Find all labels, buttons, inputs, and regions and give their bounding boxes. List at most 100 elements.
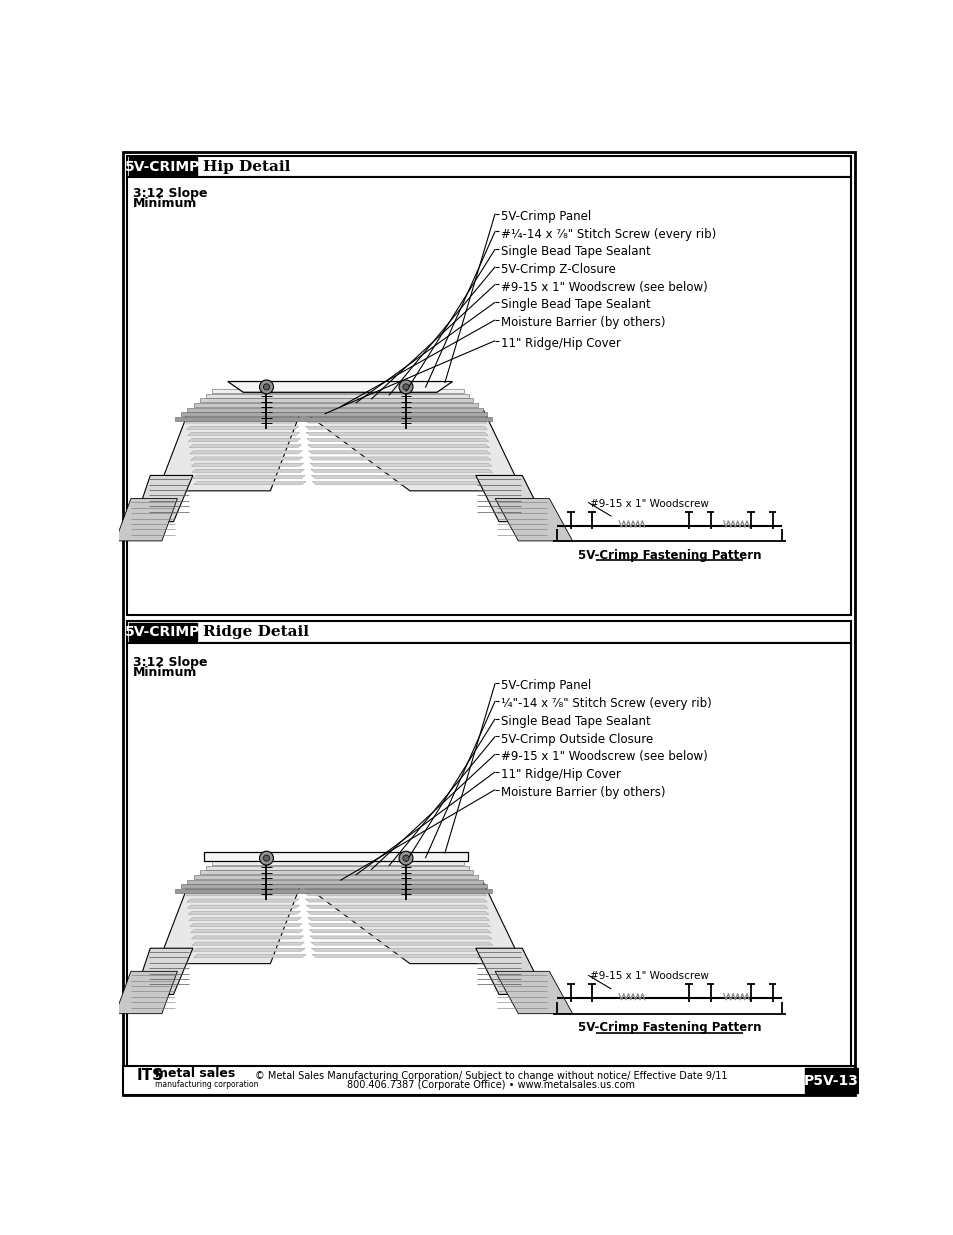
Polygon shape [206, 866, 468, 869]
Polygon shape [188, 911, 300, 914]
Polygon shape [199, 871, 473, 874]
Polygon shape [181, 884, 487, 888]
Polygon shape [312, 955, 494, 957]
Polygon shape [206, 394, 468, 398]
Polygon shape [307, 445, 489, 448]
Text: Minimum: Minimum [133, 198, 197, 210]
Circle shape [398, 851, 413, 864]
Bar [127, 642, 850, 1072]
Polygon shape [304, 420, 486, 424]
Polygon shape [312, 482, 494, 484]
Polygon shape [193, 403, 477, 406]
Polygon shape [306, 905, 488, 908]
Polygon shape [303, 414, 485, 417]
Polygon shape [115, 972, 177, 1014]
Polygon shape [193, 475, 305, 478]
Polygon shape [307, 438, 488, 442]
Polygon shape [495, 972, 572, 1014]
Text: #¹⁄₄-14 x ⁷⁄₈" Stitch Screw (every rib): #¹⁄₄-14 x ⁷⁄₈" Stitch Screw (every rib) [500, 227, 715, 241]
Polygon shape [186, 893, 298, 895]
Polygon shape [193, 955, 306, 957]
Polygon shape [187, 879, 482, 883]
Circle shape [259, 851, 274, 864]
Text: metal sales: metal sales [154, 1067, 234, 1081]
Polygon shape [311, 948, 493, 951]
Text: 3:12 Slope: 3:12 Slope [133, 186, 208, 200]
Bar [127, 178, 850, 615]
Text: 5V-CRIMP: 5V-CRIMP [125, 625, 200, 638]
Polygon shape [307, 911, 488, 914]
Polygon shape [187, 426, 298, 430]
Text: 800.406.7387 (Corporate Office) • www.metalsales.us.com: 800.406.7387 (Corporate Office) • www.me… [347, 1081, 635, 1091]
Text: 3:12 Slope: 3:12 Slope [133, 656, 208, 668]
Polygon shape [212, 861, 464, 864]
Polygon shape [311, 475, 493, 478]
Bar [127, 621, 850, 642]
Polygon shape [301, 883, 521, 963]
Polygon shape [199, 399, 473, 403]
Text: 5V-CRIMP: 5V-CRIMP [125, 159, 200, 174]
Text: © Metal Sales Manufacturing Corporation/ Subject to change without notice/ Effec: © Metal Sales Manufacturing Corporation/… [254, 1071, 727, 1081]
Polygon shape [185, 414, 297, 417]
Polygon shape [495, 499, 572, 541]
Polygon shape [187, 899, 298, 902]
Text: 5V-Crimp Panel: 5V-Crimp Panel [500, 679, 590, 693]
Circle shape [402, 384, 409, 390]
Text: Single Bead Tape Sealant: Single Bead Tape Sealant [500, 715, 650, 727]
Polygon shape [311, 469, 493, 472]
Bar [123, 1066, 854, 1095]
Text: 5V-Crimp Z-Closure: 5V-Crimp Z-Closure [500, 263, 615, 275]
Text: Ridge Detail: Ridge Detail [203, 625, 309, 638]
Polygon shape [305, 426, 487, 430]
Text: 5V-Crimp Fastening Pattern: 5V-Crimp Fastening Pattern [578, 1021, 760, 1035]
Text: ITS: ITS [136, 1068, 163, 1083]
Polygon shape [303, 887, 485, 889]
Polygon shape [308, 924, 490, 926]
Text: #9-15 x 1" Woodscrew: #9-15 x 1" Woodscrew [589, 499, 708, 509]
Polygon shape [186, 420, 298, 424]
Polygon shape [476, 948, 545, 994]
Bar [129, 157, 196, 175]
Text: 5V-Crimp Fastening Pattern: 5V-Crimp Fastening Pattern [578, 548, 760, 562]
Polygon shape [188, 438, 300, 442]
Polygon shape [311, 942, 493, 945]
Polygon shape [174, 889, 492, 893]
Circle shape [402, 855, 409, 861]
Text: 5V-Crimp Outside Closure: 5V-Crimp Outside Closure [500, 732, 652, 746]
Text: ¹⁄₄"-14 x ⁷⁄₈" Stitch Screw (every rib): ¹⁄₄"-14 x ⁷⁄₈" Stitch Screw (every rib) [500, 698, 711, 710]
Polygon shape [192, 942, 304, 945]
Polygon shape [228, 382, 452, 393]
Polygon shape [187, 432, 299, 436]
Text: #9-15 x 1" Woodscrew: #9-15 x 1" Woodscrew [589, 972, 708, 982]
Bar [127, 156, 850, 178]
Polygon shape [306, 432, 488, 436]
Polygon shape [193, 948, 305, 951]
Polygon shape [309, 930, 491, 932]
Text: 5V-Crimp Panel: 5V-Crimp Panel [500, 210, 590, 222]
Text: Single Bead Tape Sealant: Single Bead Tape Sealant [500, 246, 650, 258]
Polygon shape [174, 417, 492, 421]
Polygon shape [115, 499, 177, 541]
Circle shape [263, 384, 270, 390]
Text: manufacturing corporation: manufacturing corporation [154, 1081, 258, 1089]
Text: Moisture Barrier (by others): Moisture Barrier (by others) [500, 785, 664, 799]
Polygon shape [134, 948, 193, 994]
Polygon shape [308, 451, 490, 454]
Text: Single Bead Tape Sealant: Single Bead Tape Sealant [500, 299, 650, 311]
Text: P5V-13: P5V-13 [803, 1073, 858, 1088]
Polygon shape [181, 412, 487, 416]
Polygon shape [134, 475, 193, 521]
Text: Hip Detail: Hip Detail [203, 159, 290, 174]
Polygon shape [204, 852, 468, 861]
Polygon shape [192, 463, 303, 466]
Text: 11" Ridge/Hip Cover: 11" Ridge/Hip Cover [500, 768, 619, 781]
Bar [129, 622, 196, 641]
Polygon shape [310, 936, 492, 939]
Polygon shape [190, 924, 302, 926]
Text: 11" Ridge/Hip Cover: 11" Ridge/Hip Cover [500, 337, 619, 350]
Polygon shape [309, 457, 491, 461]
Polygon shape [191, 457, 303, 461]
Text: #9-15 x 1" Woodscrew (see below): #9-15 x 1" Woodscrew (see below) [500, 751, 706, 763]
Text: #9-15 x 1" Woodscrew (see below): #9-15 x 1" Woodscrew (see below) [500, 280, 706, 294]
Text: Minimum: Minimum [133, 667, 197, 679]
